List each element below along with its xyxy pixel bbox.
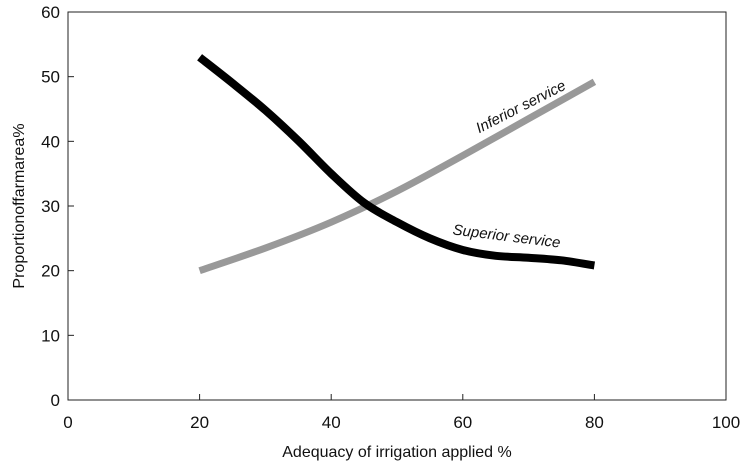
x-tick-label: 80 (585, 413, 604, 432)
x-tick-label: 60 (453, 413, 472, 432)
series-label-superior: Superior service (452, 221, 562, 251)
y-tick-label: 30 (41, 197, 60, 216)
x-tick-label: 0 (63, 413, 72, 432)
series-lines (197, 54, 597, 274)
x-tick-label: 40 (322, 413, 341, 432)
y-tick-label: 40 (41, 132, 60, 151)
y-tick-label: 10 (41, 326, 60, 345)
y-tick-label: 60 (41, 3, 60, 22)
x-axis-title: Adequacy of irrigation applied % (282, 444, 511, 461)
series-line-0 (198, 78, 597, 274)
y-axis-title: Proportionoffarmarea% (11, 123, 28, 288)
x-tick-label: 100 (712, 413, 740, 432)
y-axis: 0 10 20 30 40 50 60 (41, 3, 74, 410)
y-tick-label: 50 (41, 68, 60, 87)
x-tick-label: 20 (190, 413, 209, 432)
y-tick-label: 0 (51, 391, 60, 410)
x-axis: 0 20 40 60 80 100 (63, 394, 740, 432)
y-tick-label: 20 (41, 262, 60, 281)
plot-frame (67, 11, 727, 401)
series-line-1 (197, 54, 596, 270)
